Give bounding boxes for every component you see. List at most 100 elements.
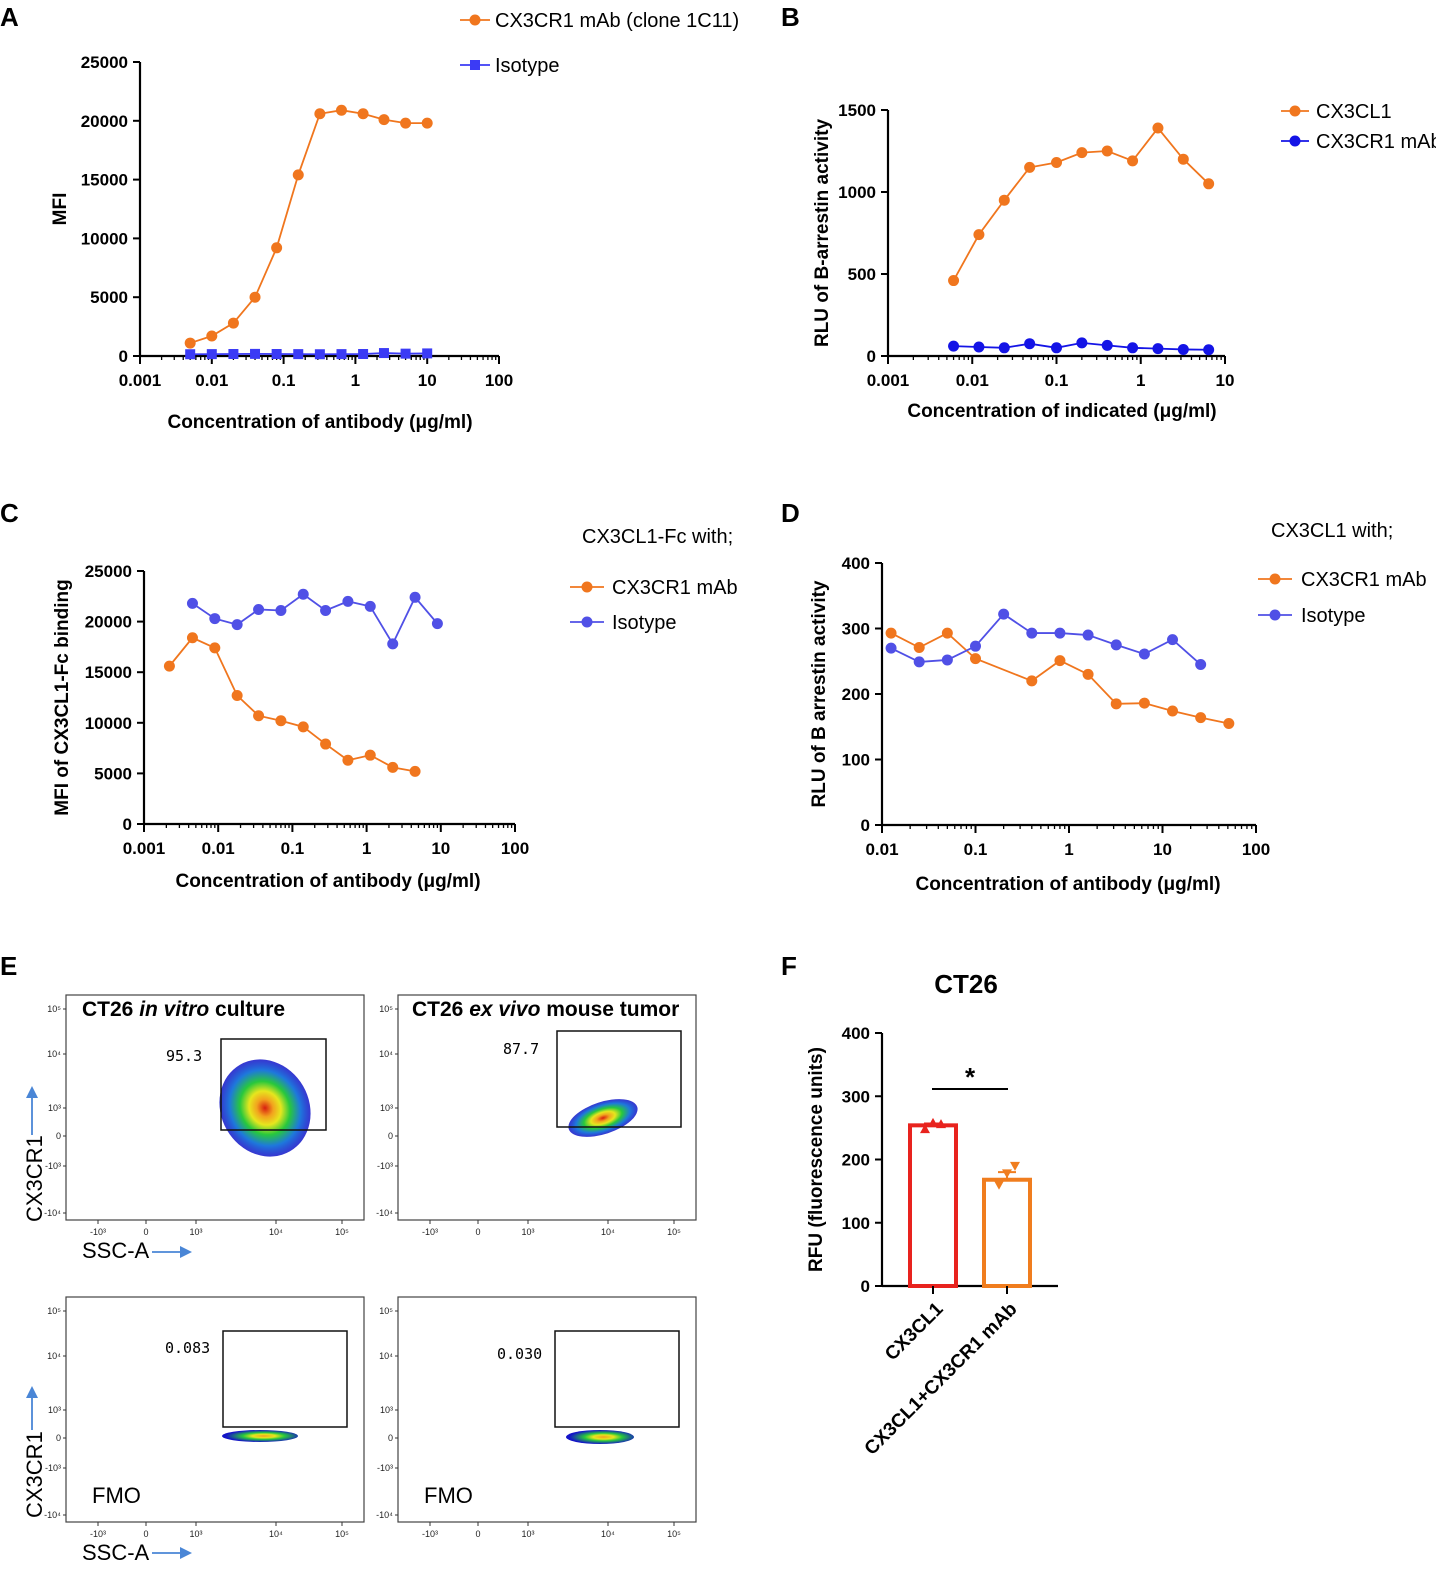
data-point (1110, 639, 1122, 651)
data-point (186, 632, 198, 644)
flow-y-tick-label: 10⁴ (47, 1049, 61, 1059)
flow-x-tick-label: 0 (475, 1227, 480, 1237)
flow-y-tick-label: -10³ (377, 1463, 393, 1473)
x-tick-label: 10 (1153, 840, 1172, 859)
data-point (336, 349, 347, 360)
data-point (1167, 705, 1179, 717)
flow-fmo-label-3: FMO (92, 1483, 141, 1508)
bar (982, 1177, 1032, 1288)
data-point (231, 689, 243, 701)
y-tick-label: 0 (867, 347, 876, 366)
data-point (1203, 344, 1215, 356)
data-point (364, 749, 376, 761)
flow-x-tick-label: 10⁵ (667, 1227, 681, 1237)
data-point (275, 604, 287, 616)
flow-population-1 (219, 1059, 311, 1157)
y-tick-label: 20000 (81, 112, 128, 131)
data-point (1010, 1161, 1020, 1171)
data-point (184, 337, 196, 349)
flow-plot-frame-1 (65, 994, 365, 1221)
data-point (253, 710, 265, 722)
data-point (209, 642, 221, 654)
data-point (1024, 338, 1036, 350)
data-point (409, 591, 421, 603)
y-tick-label: 15000 (85, 663, 132, 682)
x-tick-label: 100 (501, 839, 529, 858)
flow-fmo-label-4: FMO (424, 1483, 473, 1508)
chart-a: 0 5000 10000 15000 20000 25000 0.001 0.01 0.1 1 10… (50, 10, 739, 433)
y-tick-label: 0 (123, 815, 132, 834)
x-tick-label: 0.001 (119, 371, 162, 390)
legend-label: CX3CR1 mAb (612, 577, 738, 599)
data-point (885, 627, 897, 639)
data-point (928, 1117, 938, 1127)
panel-letter-d: D (781, 498, 800, 528)
data-point (409, 765, 421, 777)
x-tick-label: 0.1 (272, 371, 296, 390)
flow-x-tick-label: 10⁴ (269, 1227, 283, 1237)
panel-letter-e: E (0, 951, 17, 981)
y-tick-label: 10000 (85, 714, 132, 733)
data-point (1054, 655, 1066, 667)
flow-y-tick-label: 0 (388, 1433, 393, 1443)
y-tick-label: 0 (861, 1277, 870, 1296)
y-tick-label: 0 (861, 816, 870, 835)
flow-y-tick-label: -10⁴ (44, 1208, 61, 1218)
flow-y-tick-label: 10⁵ (47, 1004, 61, 1014)
x-tick-label: 0.01 (195, 371, 228, 390)
x-tick-label: 1 (362, 839, 371, 858)
series-line-1 (190, 352, 428, 356)
data-point (271, 349, 282, 360)
data-point (292, 169, 304, 181)
data-point (206, 330, 218, 342)
chart-f: CT26 0 100 200 300 400 RFU (fluorescence units… (806, 969, 1058, 1459)
chart-b: 0 500 1000 1500 0.001 0.01 0.1 1 10Concentration… (812, 101, 1436, 422)
x-tick-label: 10 (1216, 371, 1235, 390)
arrow-icon (180, 1246, 192, 1258)
data-point (271, 242, 283, 254)
flow-plot-frame-2 (397, 994, 697, 1221)
legend-title: CX3CL1 with; (1271, 520, 1393, 542)
y-tick-label: 1000 (838, 183, 876, 202)
x-axis-title: Concentration of antibody (μg/ml) (915, 874, 1220, 895)
flow-y-tick-label: -10⁴ (44, 1510, 61, 1520)
data-point (249, 291, 261, 303)
data-point (163, 660, 175, 672)
x-tick-label: 100 (485, 371, 513, 390)
flow-y-tick-label: 10⁴ (379, 1049, 393, 1059)
flow-x-tick-label: 0 (143, 1529, 148, 1539)
data-point (1195, 712, 1207, 724)
y-axis-title: RLU of B-arrestin activity (812, 119, 833, 347)
y-tick-label: 5000 (94, 764, 132, 783)
data-point (320, 604, 332, 616)
flow-x-tick-label: 10⁴ (601, 1227, 615, 1237)
data-point (228, 349, 239, 360)
flow-y-tick-label: -10³ (45, 1463, 61, 1473)
chart-c: 0 5000 10000 15000 20000 25000 0.001 0.01 0.1 1 10… (52, 526, 738, 892)
legend-marker (470, 60, 480, 70)
flow-arrows (26, 1086, 192, 1559)
data-point (885, 642, 897, 654)
x-tick-label: 0.001 (867, 371, 910, 390)
flow-y-tick-label: 10⁵ (47, 1306, 61, 1316)
flow-gate-pct-1: 95.3 (166, 1047, 202, 1065)
legend-marker (581, 581, 593, 593)
data-point (378, 348, 389, 359)
flow-population-3 (222, 1430, 298, 1442)
flow-x-tick-label: 10⁴ (601, 1529, 615, 1539)
flow-y-tick-label: -10³ (45, 1161, 61, 1171)
flow-y-tick-label: 0 (56, 1433, 61, 1443)
x-tick-label: 1 (351, 371, 360, 390)
chart-d: 0 100 200 300 400 0.01 0.1 1 10 100 Concentration … (809, 520, 1427, 895)
x-tick-label: 0.1 (281, 839, 305, 858)
data-point (970, 653, 981, 665)
series-line-1 (890, 612, 1202, 666)
data-point (1101, 339, 1113, 351)
data-point (250, 348, 261, 359)
legend-label: CX3CL1 (1316, 101, 1392, 123)
data-point (1051, 156, 1062, 168)
data-point (998, 608, 1010, 620)
panel-letter-c: C (0, 498, 19, 528)
data-point (357, 108, 369, 120)
